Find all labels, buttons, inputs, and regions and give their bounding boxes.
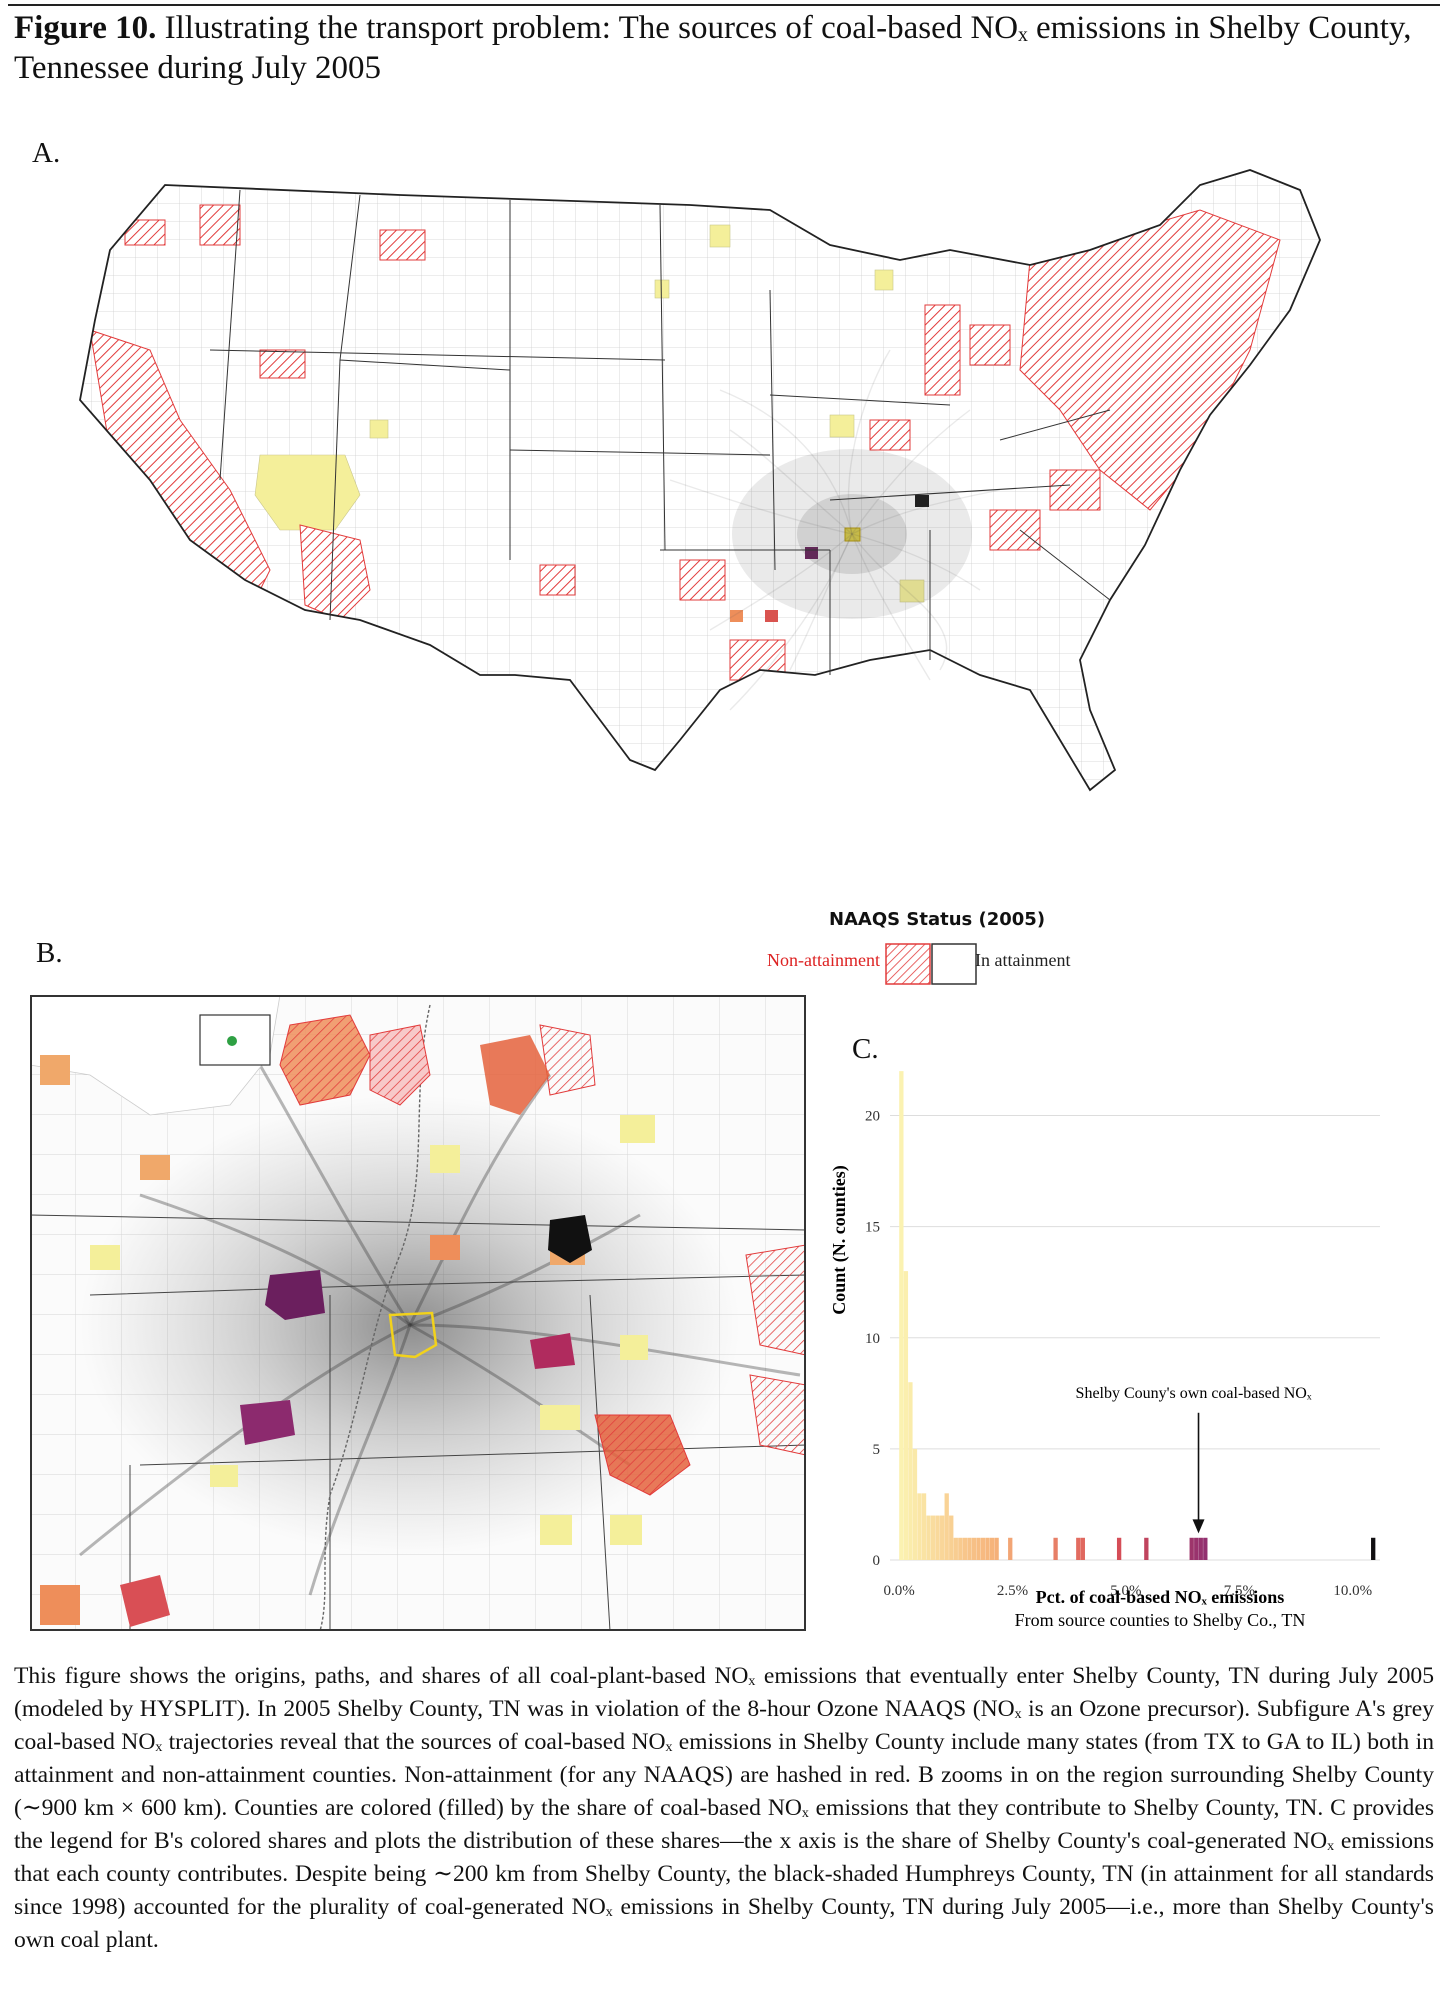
figure-title-line1: Illustrating the transport problem: The …	[164, 10, 1412, 46]
histogram-bar	[967, 1537, 972, 1560]
y-tick-label: 5	[873, 1442, 881, 1458]
legend-attainment-label: In attainment	[975, 950, 1071, 970]
histogram-bar	[935, 1515, 940, 1560]
magenta-county-b	[240, 1400, 295, 1445]
histogram-bar	[1371, 1537, 1376, 1560]
y-tick-label: 20	[865, 1109, 880, 1125]
histogram-bar	[944, 1493, 949, 1560]
locator-dot	[227, 1036, 237, 1046]
histogram-bar	[921, 1493, 927, 1560]
histogram-bar	[962, 1537, 968, 1560]
histogram-bar	[940, 1515, 945, 1560]
histogram-bar	[1008, 1537, 1013, 1560]
x-tick-labels: 0.0% 2.5% 5.0% 7.5% 10.0%	[883, 1583, 1372, 1599]
histogram-bar	[949, 1515, 954, 1560]
legend-swatches	[885, 943, 977, 985]
trajectory-density	[732, 449, 972, 619]
histogram-bar	[976, 1537, 981, 1560]
zoomed-map-frame	[30, 995, 806, 1631]
annotation-arrowhead	[1192, 1519, 1205, 1534]
crimson-county-b	[530, 1333, 575, 1369]
us-map	[79, 169, 1321, 792]
histogram-bar	[1203, 1537, 1208, 1560]
x-tick-label: 7.5%	[1224, 1583, 1255, 1599]
figure-title-line2: Tennessee during July 2005	[14, 50, 382, 86]
figure-label: Figure 10.	[14, 10, 157, 46]
histogram-bar	[926, 1515, 931, 1560]
purple-county-b	[265, 1270, 325, 1320]
panel-a-label: A.	[32, 137, 61, 169]
histogram-bar	[994, 1537, 999, 1560]
histogram-bar	[930, 1515, 936, 1560]
source-county-red	[765, 610, 778, 622]
histogram-bar	[980, 1537, 986, 1560]
humphreys-county	[915, 495, 929, 507]
x-tick-label: 0.0%	[883, 1583, 914, 1599]
histogram-bar	[971, 1537, 977, 1560]
x-axis-sublabel: From source counties to Shelby Co., TN	[1015, 1610, 1306, 1630]
chart-grid	[890, 1115, 1380, 1561]
histogram-bar	[958, 1537, 963, 1560]
y-tick-labels: 0 5 10 15 20	[865, 1109, 880, 1569]
x-tick-label: 5.0%	[1110, 1583, 1141, 1599]
shelby-county	[844, 527, 861, 542]
shelby-county-b	[388, 1311, 438, 1359]
histogram-bar	[1144, 1537, 1149, 1560]
y-tick-label: 15	[865, 1220, 880, 1236]
histogram-bar	[989, 1537, 995, 1560]
source-counties-b	[40, 1014, 806, 1627]
histogram-bar	[917, 1493, 922, 1560]
nonattainment-counties	[89, 204, 1281, 681]
attainment-swatch	[931, 943, 977, 985]
panel-c-label: C.	[852, 1033, 879, 1065]
source-county-orange	[730, 610, 743, 622]
histogram-bar	[908, 1382, 913, 1560]
figure-caption: This figure shows the origins, paths, an…	[14, 1663, 1434, 1953]
us-outline	[79, 169, 1321, 792]
humphreys-county-b	[548, 1215, 592, 1263]
histogram-bar	[1189, 1537, 1194, 1560]
top-rule	[8, 4, 1440, 6]
histogram-bar	[1116, 1537, 1122, 1560]
histogram-bar	[1198, 1537, 1203, 1560]
x-tick-label: 10.0%	[1333, 1583, 1372, 1599]
state-boundaries	[209, 189, 1111, 675]
y-tick-label: 10	[865, 1331, 880, 1347]
y-tick-label: 0	[873, 1553, 881, 1569]
histogram-bar	[1076, 1537, 1081, 1560]
share-histogram: 0 5 10 15 20 0.0% 2.5% 5.0% 7.5% 10.0% Count (N.…	[829, 1071, 1380, 1630]
nox-trajectories	[669, 349, 1001, 711]
figure-title: Figure 10. Illustrating the transport pr…	[14, 8, 1434, 88]
legend-nonattainment-label: Non-attainment	[767, 950, 880, 970]
legend-title: NAAQS Status (2005)	[828, 909, 1046, 930]
histogram-bar	[899, 1071, 904, 1560]
histogram-bar	[1053, 1537, 1058, 1560]
x-tick-label: 2.5%	[997, 1583, 1028, 1599]
histogram-bar	[1194, 1537, 1199, 1560]
chart-bars	[899, 1071, 1376, 1560]
x-axis-label: Pct. of coal-based NOₓ emissions	[1036, 1587, 1285, 1607]
histogram-bar	[953, 1537, 958, 1560]
histogram-bar	[985, 1537, 990, 1560]
state-boundaries-b	[30, 1214, 806, 1631]
zoomed-map-panel	[30, 995, 810, 1635]
nonattainment-swatch	[885, 943, 931, 985]
panel-b-label: B.	[36, 937, 63, 969]
chart-annotation: Shelby Couny's own coal-based NOₓ	[1076, 1385, 1312, 1402]
zoomed-map	[30, 995, 806, 1631]
y-axis-label: Count (N. counties)	[829, 1165, 850, 1315]
histogram-bar	[903, 1271, 909, 1560]
histogram-bar	[1080, 1537, 1085, 1560]
histogram-bar	[912, 1448, 918, 1560]
